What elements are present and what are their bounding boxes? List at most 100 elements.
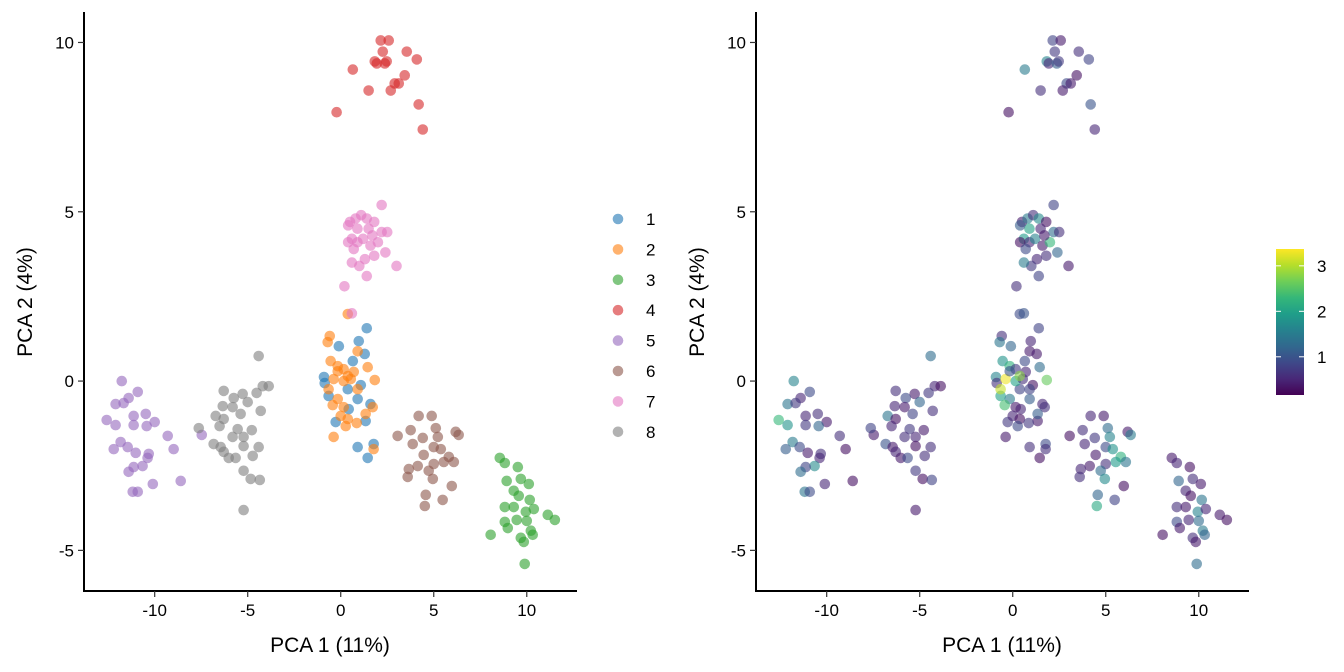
legend-key-cluster-5 [612, 335, 624, 346]
left-point-cluster-2 [327, 399, 339, 411]
right-point-cluster-2 [1041, 374, 1053, 386]
left-point-cluster-2 [362, 361, 374, 373]
left-point-cluster-3 [515, 473, 527, 485]
left-point-cluster-7 [348, 243, 360, 255]
left-x-tick-label: 0 [336, 601, 345, 620]
left-point-cluster-5 [122, 441, 134, 453]
left-x-tick-label: -10 [142, 601, 167, 620]
legend-key-cluster-2 [612, 244, 624, 255]
right-point-cluster-5 [800, 410, 811, 422]
right-point-cluster-6 [1098, 410, 1110, 422]
legend-label-cluster-8: 8 [646, 423, 655, 442]
left-point-cluster-6 [420, 489, 432, 501]
right-point-cluster-8 [865, 422, 877, 434]
left-point-cluster-3 [523, 478, 535, 490]
right-point-cluster-3 [1173, 475, 1184, 487]
right-point-cluster-7 [1033, 270, 1045, 282]
right-point-cluster-8 [899, 431, 910, 443]
right-point-cluster-4 [1053, 56, 1064, 67]
right-point-cluster-8 [918, 424, 930, 436]
right-point-cluster-6 [1099, 473, 1111, 485]
right-point-cluster-6 [1107, 443, 1119, 455]
right-point-cluster-8 [923, 387, 934, 399]
right-point-cluster-8 [909, 388, 920, 400]
left-y-axis-title: PCA 2 (4%) [14, 247, 37, 357]
left-point-cluster-6 [432, 431, 444, 443]
right-point-cluster-3 [1221, 514, 1233, 526]
left-point-cluster-5 [168, 443, 179, 455]
left-x-tick-label: 5 [429, 601, 438, 620]
right-point-cluster-7 [1014, 220, 1026, 231]
left-point-cluster-7 [380, 247, 391, 258]
left-point-cluster-3 [521, 515, 533, 527]
right-point-cluster-4 [1065, 78, 1077, 89]
left-point-cluster-8 [227, 401, 238, 413]
right-point-cluster-2 [994, 336, 1006, 348]
right-y-tick-label: -5 [731, 541, 746, 560]
right-point-cluster-8 [927, 405, 939, 417]
right-point-cluster-6 [1092, 489, 1104, 501]
left-point-cluster-4 [393, 78, 405, 89]
right-point-cluster-5 [788, 375, 800, 387]
right-point-cluster-8 [910, 465, 921, 477]
legend-key-cluster-4 [612, 304, 624, 316]
right-point-cluster-4 [1047, 35, 1059, 46]
left-point-cluster-5 [149, 416, 160, 428]
right-point-cluster-6 [1125, 429, 1136, 441]
left-point-cluster-5 [110, 419, 121, 431]
right-point-cluster-6 [1064, 430, 1075, 442]
right-point-cluster-2 [1034, 361, 1046, 373]
right-point-cluster-7 [1018, 257, 1030, 268]
right-point-cluster-2 [1023, 417, 1035, 429]
left-point-cluster-1 [362, 452, 374, 464]
left-point-cluster-3 [485, 529, 496, 541]
left-point-cluster-8 [253, 441, 264, 453]
right-point-cluster-7 [1052, 247, 1063, 258]
right-point-cluster-2 [999, 399, 1011, 411]
right-point-cluster-8 [935, 380, 947, 392]
left-point-cluster-2 [352, 345, 363, 357]
left-point-cluster-4 [377, 46, 389, 57]
right-point-cluster-6 [1104, 431, 1116, 443]
right-point-cluster-8 [882, 410, 894, 422]
left-point-cluster-7 [368, 250, 380, 262]
left-point-cluster-4 [385, 85, 397, 96]
right-point-cluster-6 [1084, 460, 1096, 472]
left-point-cluster-5 [128, 419, 139, 431]
right-point-cluster-8 [910, 431, 921, 443]
left-point-cluster-2 [369, 374, 381, 386]
left-point-cluster-4 [383, 35, 395, 46]
left-point-cluster-8 [242, 396, 254, 408]
left-point-cluster-8 [247, 450, 259, 462]
left-point-cluster-8 [214, 420, 225, 432]
right-point-cluster-2 [1000, 431, 1011, 443]
legend-key-cluster-1 [612, 213, 624, 225]
legend-label-cluster-5: 5 [646, 332, 655, 351]
left-point-cluster-6 [413, 410, 424, 422]
right-point-cluster-8 [925, 350, 936, 362]
left-point-cluster-2 [328, 431, 339, 443]
left-point-cluster-2 [323, 383, 334, 395]
left-point-cluster-3 [501, 475, 512, 487]
left-point-cluster-2 [368, 443, 379, 455]
right-point-cluster-6 [1075, 463, 1087, 475]
right-point-cluster-4 [1019, 64, 1031, 75]
legend-label-cluster-4: 4 [646, 301, 655, 320]
left-point-cluster-1 [342, 383, 354, 395]
right-x-tick-label: 5 [1101, 601, 1110, 620]
left-y-tick-label: 0 [65, 372, 74, 391]
left-point-cluster-3 [549, 514, 561, 526]
right-point-cluster-5 [821, 416, 832, 428]
left-y-tick-label: -5 [59, 541, 74, 560]
left-point-cluster-8 [251, 387, 262, 399]
left-point-cluster-5 [132, 486, 144, 498]
right-point-cluster-2 [1014, 370, 1026, 382]
right-point-cluster-5 [794, 441, 806, 453]
right-x-tick-label: -10 [814, 601, 839, 620]
right-point-cluster-6 [1091, 500, 1103, 512]
right-point-cluster-1 [1005, 340, 1017, 352]
left-point-cluster-4 [375, 35, 387, 46]
colorbar-gradient [1276, 249, 1304, 395]
right-point-cluster-8 [910, 504, 921, 516]
